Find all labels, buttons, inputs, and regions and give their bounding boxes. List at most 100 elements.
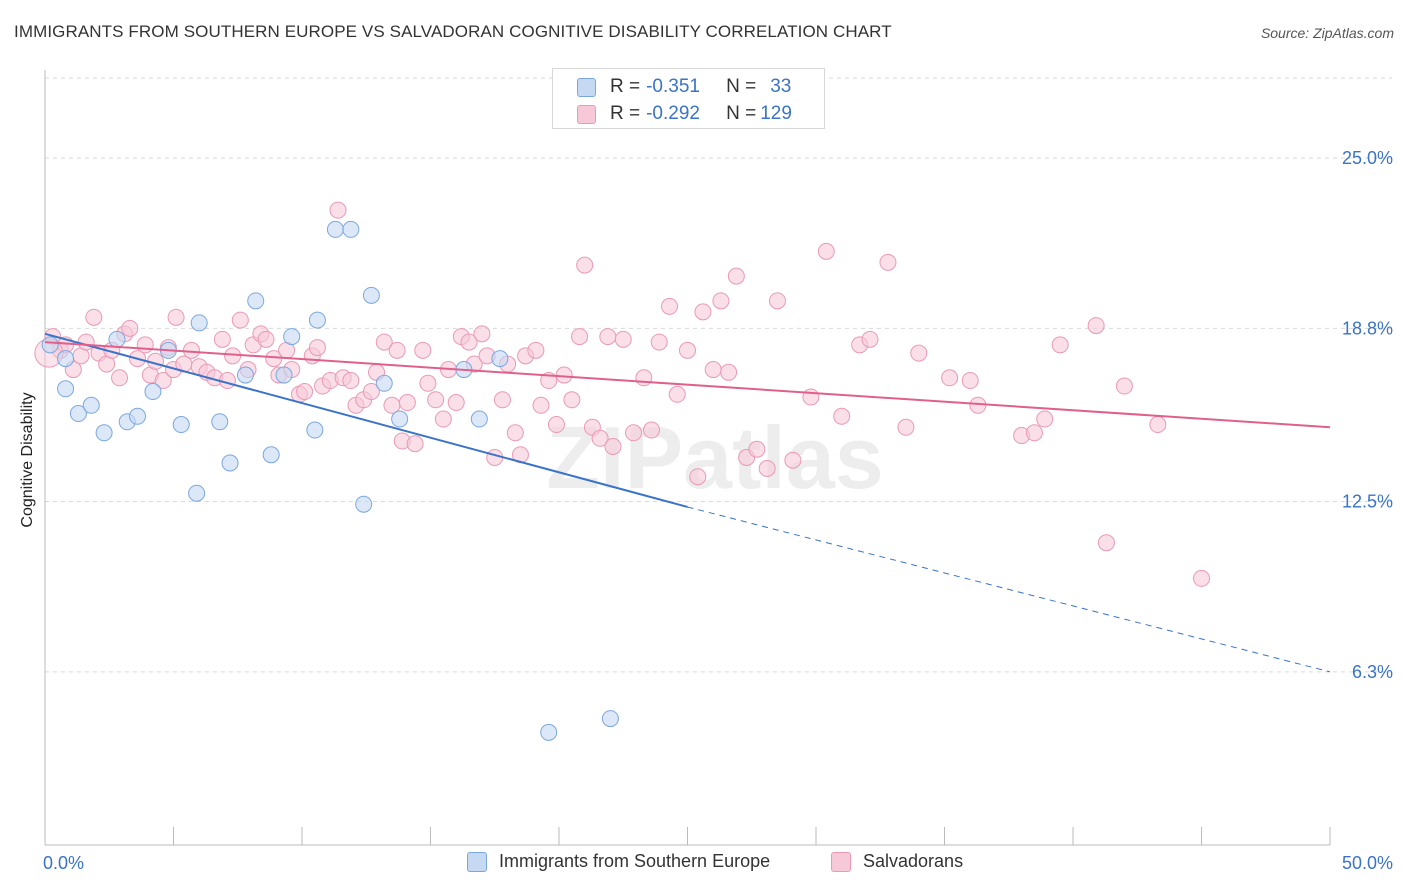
immigrant-point (540, 723, 558, 741)
salvadoran-point (1193, 569, 1210, 587)
salvadoran-point (1051, 336, 1069, 354)
immigrant-point (236, 366, 254, 384)
series-legend: Immigrants from Southern Europe Salvador… (0, 851, 1406, 877)
salvadoran-point (643, 421, 661, 439)
immigrant-point (375, 374, 393, 392)
immigrant-point (82, 396, 100, 414)
stats-row-pink: R = -0.292 N = 129 (577, 102, 792, 126)
salvadoran-point (599, 328, 617, 346)
salvadoran-point (720, 363, 738, 381)
salvadoran-point (154, 372, 172, 390)
salvadoran-point (182, 341, 200, 359)
salvadoran-point (802, 388, 820, 406)
salvadoran-point (635, 369, 653, 387)
salvadoran-point (342, 372, 360, 390)
trend-lines (44, 332, 1331, 673)
legend-item-salvadorans[interactable]: Salvadorans (831, 851, 963, 872)
salvadoran-point (817, 242, 835, 260)
salvadoran-point (625, 424, 643, 442)
salvadoran-point (1149, 416, 1167, 434)
salvadoran-point (414, 341, 432, 359)
salvadoran-point (434, 410, 452, 428)
blue-swatch (467, 851, 487, 872)
stats-legend: R = -0.351 N = 33 R = -0.292 N = 129 (552, 68, 825, 129)
immigrant-point (306, 421, 324, 439)
salvadoran-point (231, 311, 249, 329)
salvadoran-point (419, 374, 437, 392)
salvadoran-point (555, 366, 573, 384)
immigrant-point (491, 350, 509, 368)
salvadoran-point (1087, 317, 1105, 335)
salvadoran-point (1025, 424, 1043, 442)
immigrant-point (355, 495, 373, 513)
salvadoran-point (167, 308, 185, 326)
immigrants-trend-extension (687, 506, 1331, 673)
salvadoran-point (1036, 410, 1054, 428)
salvadoran-point (473, 325, 491, 343)
salvadoran-point (576, 256, 594, 274)
salvadoran-point (689, 468, 707, 486)
y-tick-label: 6.3% (1352, 662, 1393, 682)
x-tick-label: 0.0% (43, 853, 84, 873)
immigrant-point (172, 416, 190, 434)
salvadoran-point (748, 440, 766, 458)
salvadoran-point (362, 383, 380, 401)
immigrant-point (262, 446, 280, 464)
legend-item-immigrants[interactable]: Immigrants from Southern Europe (467, 851, 770, 872)
n-value: 129 (760, 103, 792, 124)
tick-labels: 6.3% 12.5% 18.8% 25.0% 0.0% 50.0% (43, 148, 1393, 873)
immigrant-point (108, 330, 126, 348)
r-label: R = (610, 76, 641, 97)
immigrant-point (95, 424, 113, 442)
legend-label: Salvadorans (863, 851, 964, 871)
n-label: N = (726, 103, 757, 124)
salvadoran-point (406, 435, 424, 453)
r-label: R = (610, 103, 641, 124)
salvadoran-point (85, 308, 103, 326)
salvadorans-trend-line (44, 341, 1331, 429)
stats-row-blue: R = -0.351 N = 33 (577, 75, 791, 99)
salvadoran-point (213, 330, 231, 348)
immigrant-point (308, 311, 326, 329)
y-tick-label: 18.8% (1342, 318, 1393, 338)
immigrant-point (57, 380, 75, 398)
salvadoran-point (329, 201, 347, 219)
immigrant-point (391, 410, 409, 428)
salvadoran-point (941, 369, 959, 387)
salvadoran-point (961, 372, 979, 390)
n-label: N = (726, 76, 757, 97)
immigrant-point (275, 366, 293, 384)
pink-swatch (831, 851, 851, 872)
immigrant-point (211, 413, 229, 431)
salvadoran-point (694, 303, 712, 321)
r-value: -0.351 (646, 76, 700, 97)
x-tick-label: 50.0% (1342, 853, 1393, 873)
y-tick-label: 25.0% (1342, 148, 1393, 168)
salvadoran-point (650, 333, 668, 351)
salvadoran-point (375, 333, 393, 351)
immigrant-point (470, 410, 488, 428)
salvadoran-point (879, 253, 897, 271)
salvadoran-point (527, 341, 545, 359)
salvadorans-points (34, 201, 1210, 587)
chart-title: IMMIGRANTS FROM SOUTHERN EUROPE VS SALVA… (14, 22, 892, 41)
salvadoran-point (1115, 377, 1133, 395)
salvadoran-point (427, 391, 445, 409)
n-value: 33 (770, 76, 792, 97)
r-value: -0.292 (646, 103, 700, 124)
salvadoran-point (727, 267, 745, 285)
immigrant-point (57, 350, 75, 368)
salvadoran-point (388, 341, 406, 359)
salvadoran-point (679, 341, 696, 359)
salvadoran-point (861, 330, 879, 348)
blue-swatch (577, 77, 596, 97)
salvadoran-point (704, 361, 722, 379)
watermark: ZIPatlas (546, 408, 883, 507)
immigrant-point (221, 454, 239, 472)
immigrant-point (342, 220, 360, 238)
salvadoran-point (493, 391, 511, 409)
legend-label: Immigrants from Southern Europe (499, 851, 771, 871)
salvadoran-point (784, 451, 802, 469)
salvadoran-point (910, 344, 928, 362)
salvadoran-point (604, 438, 622, 456)
